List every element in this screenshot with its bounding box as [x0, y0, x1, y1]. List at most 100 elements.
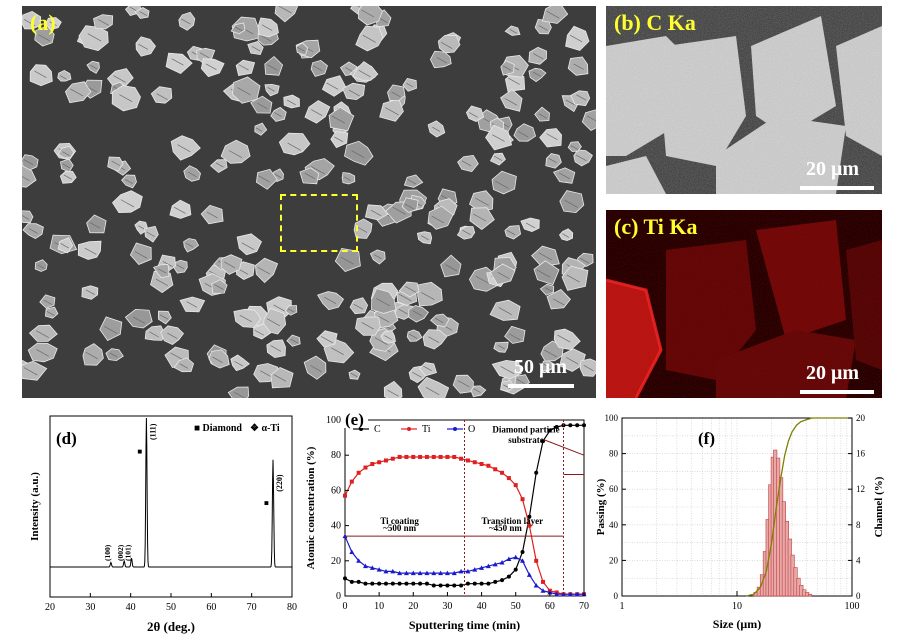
particle-facet	[257, 102, 268, 110]
x-tick-label: 80	[287, 602, 297, 613]
particle-facet	[557, 334, 571, 343]
series-O-point	[526, 572, 532, 577]
particle-facet	[497, 271, 510, 279]
scale-bar-a	[508, 384, 574, 388]
particle	[64, 81, 92, 104]
particle-facet	[412, 310, 423, 317]
particle-facet	[186, 242, 194, 248]
particle-facet	[434, 317, 444, 324]
particle	[561, 265, 589, 291]
legend-label: O	[468, 424, 475, 435]
particle	[489, 299, 521, 321]
particle-facet	[287, 142, 301, 151]
particle-facet	[62, 163, 71, 169]
particle	[227, 386, 250, 398]
series-C-point	[500, 578, 505, 583]
particle-facet	[406, 83, 414, 88]
y-tick-label: 0	[336, 591, 341, 602]
panel-label-f: (f)	[698, 429, 715, 448]
particle-facet	[310, 365, 322, 372]
particle	[489, 263, 516, 286]
particle	[364, 204, 389, 221]
particle	[22, 360, 48, 381]
series-O-point	[376, 567, 382, 572]
particle-facet	[362, 34, 376, 43]
particle-facet	[461, 160, 472, 167]
y2-tick-label: 4	[856, 555, 861, 565]
particle	[500, 379, 515, 392]
series-O-point	[424, 570, 430, 576]
particle-facet	[392, 206, 406, 215]
particle-facet	[350, 372, 358, 378]
particle-facet	[156, 93, 168, 101]
y-tick-label: 20	[609, 555, 619, 565]
series-O-point	[499, 560, 505, 565]
particle-facet	[407, 179, 417, 185]
transition-label: Transition layer	[482, 516, 544, 526]
particle-facet	[391, 91, 401, 98]
series-C-point	[390, 581, 395, 586]
series-O-point	[465, 568, 471, 574]
particle	[99, 316, 123, 342]
series-O-point	[438, 570, 444, 576]
particle-facet	[343, 176, 351, 181]
selection-box	[280, 194, 358, 252]
peak-label: (002)	[116, 544, 125, 561]
particle	[144, 225, 159, 243]
particle	[500, 89, 523, 112]
particle	[253, 323, 272, 340]
particle-facet	[134, 251, 148, 259]
particle-facet	[235, 26, 243, 32]
particle-facet	[321, 336, 333, 344]
particle	[295, 42, 309, 56]
particle-facet	[167, 332, 178, 339]
particle-facet	[492, 134, 505, 142]
particle-facet	[23, 159, 34, 166]
particle	[513, 123, 537, 142]
y-tick-label: 60	[331, 485, 341, 496]
particle-facet	[89, 221, 101, 229]
series-Ti-point	[479, 462, 484, 466]
particle-facet	[120, 199, 135, 208]
series-C-point	[424, 581, 429, 586]
particle-facet	[356, 226, 368, 233]
particle-facet	[462, 229, 471, 236]
particle	[107, 156, 124, 172]
particle-facet	[37, 264, 45, 270]
particle	[452, 374, 474, 394]
particle-facet	[287, 99, 296, 106]
particle	[353, 218, 373, 239]
particle-facet	[270, 345, 282, 352]
y-axis-label: Passing (%)	[595, 478, 607, 535]
particle	[257, 17, 279, 38]
particle	[169, 199, 192, 219]
series-C-point	[575, 423, 580, 428]
particle-facet	[385, 107, 399, 116]
sem-image-panel: (a) 50 μm	[22, 6, 596, 398]
y-tick-label: 40	[331, 521, 341, 532]
particle-facet	[254, 329, 264, 336]
particle-facet	[176, 264, 185, 270]
xrd-pattern	[50, 417, 292, 568]
scale-label-b: 20 μm	[806, 158, 859, 180]
x-tick-label: 30	[442, 601, 452, 612]
particle-facet	[223, 261, 236, 269]
particle-facet	[69, 88, 84, 97]
particle-facet	[261, 24, 273, 31]
series-C-point	[506, 574, 511, 579]
particle-facet	[500, 366, 515, 375]
x-axis-label: 2θ (deg.)	[147, 619, 195, 634]
legend-marker	[407, 427, 411, 431]
series-Ti-point	[506, 476, 511, 481]
particle-facet	[546, 133, 558, 141]
particle	[22, 210, 34, 224]
particle-facet	[304, 172, 315, 180]
y2-tick-label: 12	[856, 484, 865, 494]
particle-facet	[273, 112, 282, 117]
series-C-point	[513, 567, 518, 572]
x-tick-label: 20	[45, 602, 55, 613]
peak-marker: ■	[137, 447, 142, 456]
series-Ti-point	[472, 460, 477, 465]
particle-facet	[49, 21, 57, 27]
coating-thickness: ~500 nm	[383, 523, 416, 533]
